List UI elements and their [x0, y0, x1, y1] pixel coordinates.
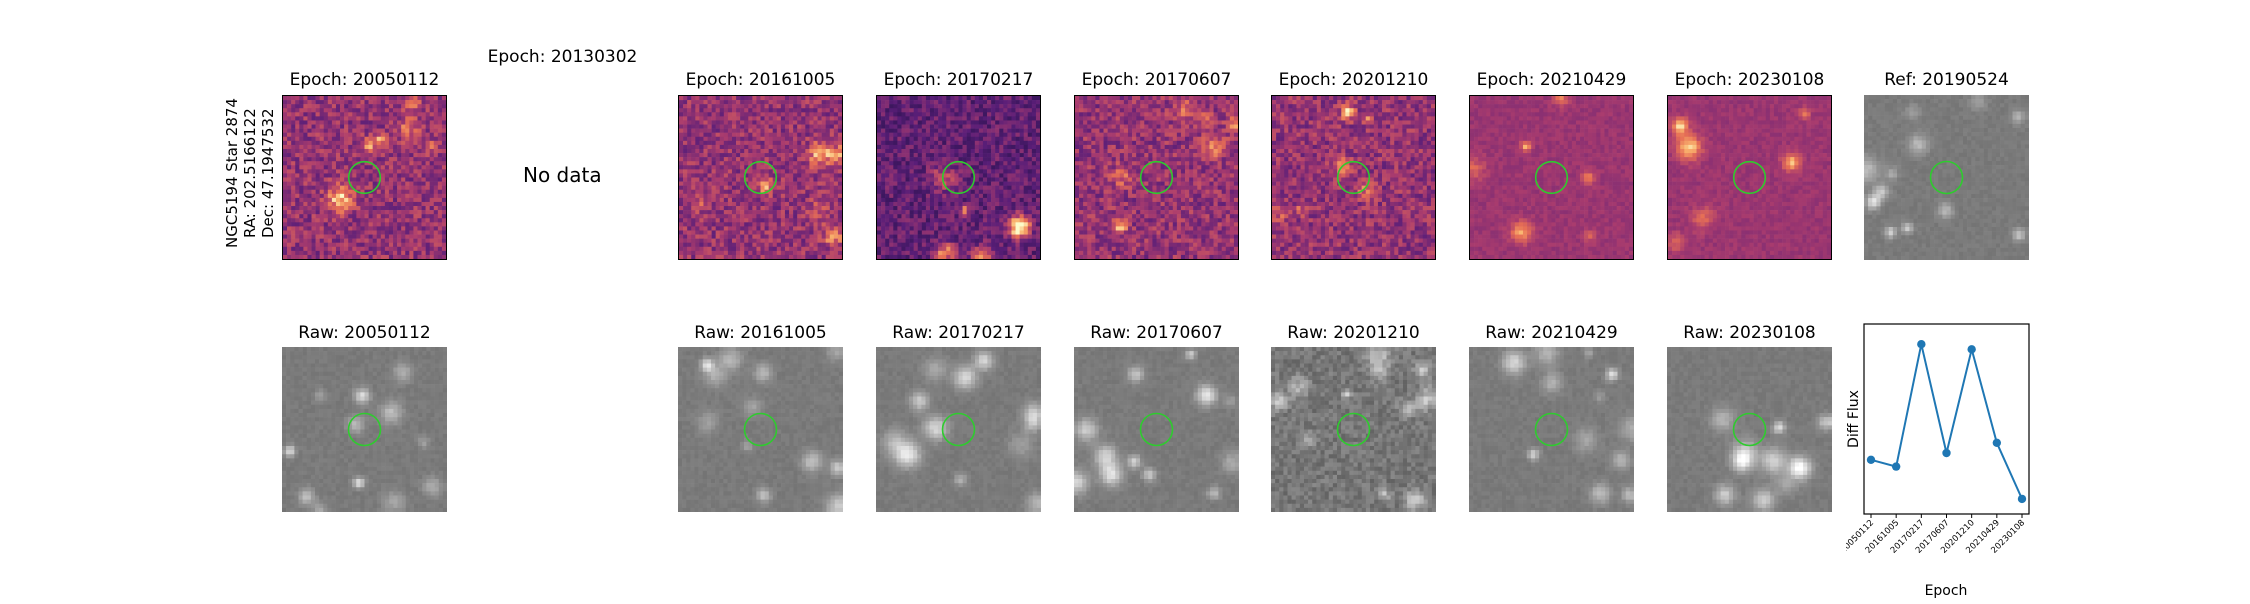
data-point-20230108 — [2018, 495, 2026, 503]
panel-title-bottom-1: Raw: 20161005 — [678, 323, 843, 343]
panel-title-bottom-4: Raw: 20201210 — [1271, 323, 1436, 343]
panel-title-top-5: Epoch: 20201210 — [1271, 70, 1436, 90]
panel-title-top-7: Epoch: 20230108 — [1667, 70, 1832, 90]
chart-frame — [1864, 324, 2029, 514]
panel-title-top-2: Epoch: 20161005 — [678, 70, 843, 90]
diff-image-20161005 — [678, 95, 843, 260]
panel-title-bottom-0: Raw: 20050112 — [282, 323, 447, 343]
diff-image-20170217 — [876, 95, 1041, 260]
panel-title-top-4: Epoch: 20170607 — [1074, 70, 1239, 90]
x-axis-label: Epoch — [1925, 583, 1968, 599]
panel-title-top-8: Ref: 20190524 — [1864, 70, 2029, 90]
diff-image-20210429 — [1469, 95, 1634, 260]
series-line — [1871, 344, 2022, 499]
raw-image-20170217 — [876, 347, 1041, 512]
panel-title-bottom-3: Raw: 20170607 — [1074, 323, 1239, 343]
raw-image-20210429 — [1469, 347, 1634, 512]
y-axis-label: Diff Flux — [1846, 390, 1862, 448]
panel-title-top-0: Epoch: 20050112 — [282, 70, 447, 90]
panel-title-bottom-5: Raw: 20210429 — [1469, 323, 1634, 343]
raw-image-20050112 — [282, 347, 447, 512]
data-point-20210429 — [1993, 439, 2001, 447]
no-data-text: No data — [523, 163, 602, 187]
panel-title-top-6: Epoch: 20210429 — [1469, 70, 1634, 90]
panel-title-bottom-6: Raw: 20230108 — [1667, 323, 1832, 343]
data-point-20170607 — [1942, 449, 1950, 457]
data-point-20170217 — [1917, 340, 1925, 348]
star-ra-label: RA: 202.5166122 — [242, 108, 259, 238]
data-point-20050112 — [1867, 456, 1875, 464]
star-dec-label: Dec: 47.1947532 — [260, 108, 277, 238]
ref-image-20190524 — [1864, 95, 2029, 260]
raw-image-20230108 — [1667, 347, 1832, 512]
raw-image-20201210 — [1271, 347, 1436, 512]
raw-image-20161005 — [678, 347, 843, 512]
diff-image-20170607 — [1074, 95, 1239, 260]
raw-image-20170607 — [1074, 347, 1239, 512]
diff-image-20050112 — [282, 95, 447, 260]
panel-title-top-3: Epoch: 20170217 — [876, 70, 1041, 90]
star-name-label: NGC5194 Star 2874 — [224, 98, 241, 248]
panel-title-top-1: Epoch: 20130302 — [480, 47, 645, 67]
diff-image-20201210 — [1271, 95, 1436, 260]
diff-image-20230108 — [1667, 95, 1832, 260]
data-point-20201210 — [1967, 345, 1975, 353]
panel-title-bottom-2: Raw: 20170217 — [876, 323, 1041, 343]
data-point-20161005 — [1892, 462, 1900, 470]
